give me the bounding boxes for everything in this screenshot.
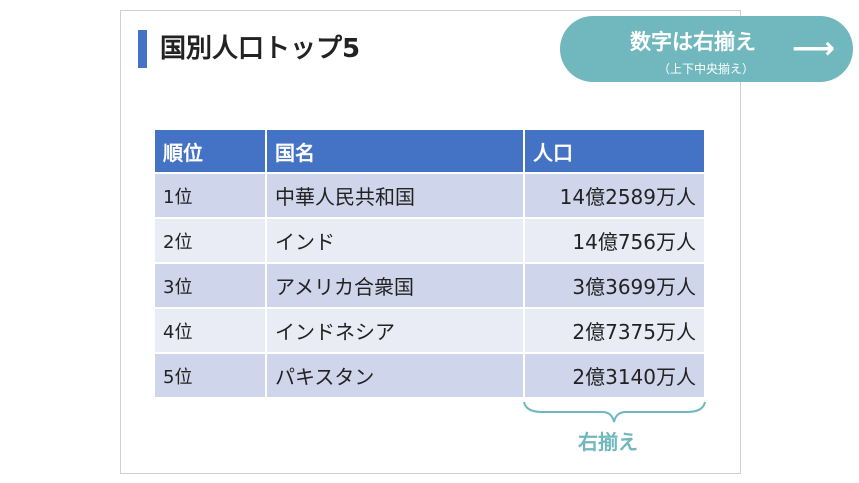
callout-main-text: 数字は右揃え [630,30,756,54]
rank-cell: 4位 [153,307,267,354]
rank-cell: 3位 [153,262,267,309]
country-cell: 中華人民共和国 [265,172,525,219]
population-cell: 2億7375万人 [523,307,706,354]
rank-cell: 1位 [153,172,267,219]
brace-label: 右揃え [578,430,638,454]
table-row: 3位 アメリカ合衆国 3億3699万人 [153,262,706,309]
curly-brace-icon [523,401,706,423]
country-cell: アメリカ合衆国 [265,262,525,309]
population-cell: 14億756万人 [523,217,706,264]
country-cell: インドネシア [265,307,525,354]
table-row: 1位 中華人民共和国 14億2589万人 [153,172,706,219]
country-cell: インド [265,217,525,264]
table-row: 5位 パキスタン 2億3140万人 [153,352,706,399]
population-cell: 2億3140万人 [523,352,706,399]
rank-cell: 5位 [153,352,267,399]
title-accent-bar [138,30,147,68]
slide-title: 国別人口トップ5 [160,34,361,64]
callout-pill: 数字は右揃え （上下中央揃え） ⟶ [560,16,853,82]
arrow-right-icon: ⟶ [792,31,836,66]
header-country: 国名 [265,128,525,174]
header-population: 人口 [523,128,706,174]
table-header-row: 順位 国名 人口 [153,128,706,174]
population-cell: 14億2589万人 [523,172,706,219]
country-cell: パキスタン [265,352,525,399]
population-cell: 3億3699万人 [523,262,706,309]
table-row: 4位 インドネシア 2億7375万人 [153,307,706,354]
table-row: 2位 インド 14億756万人 [153,217,706,264]
header-rank: 順位 [153,128,267,174]
rank-cell: 2位 [153,217,267,264]
population-table: 順位 国名 人口 1位 中華人民共和国 14億2589万人 2位 インド 14億… [153,128,706,399]
callout-sub-text: （上下中央揃え） [658,62,755,76]
